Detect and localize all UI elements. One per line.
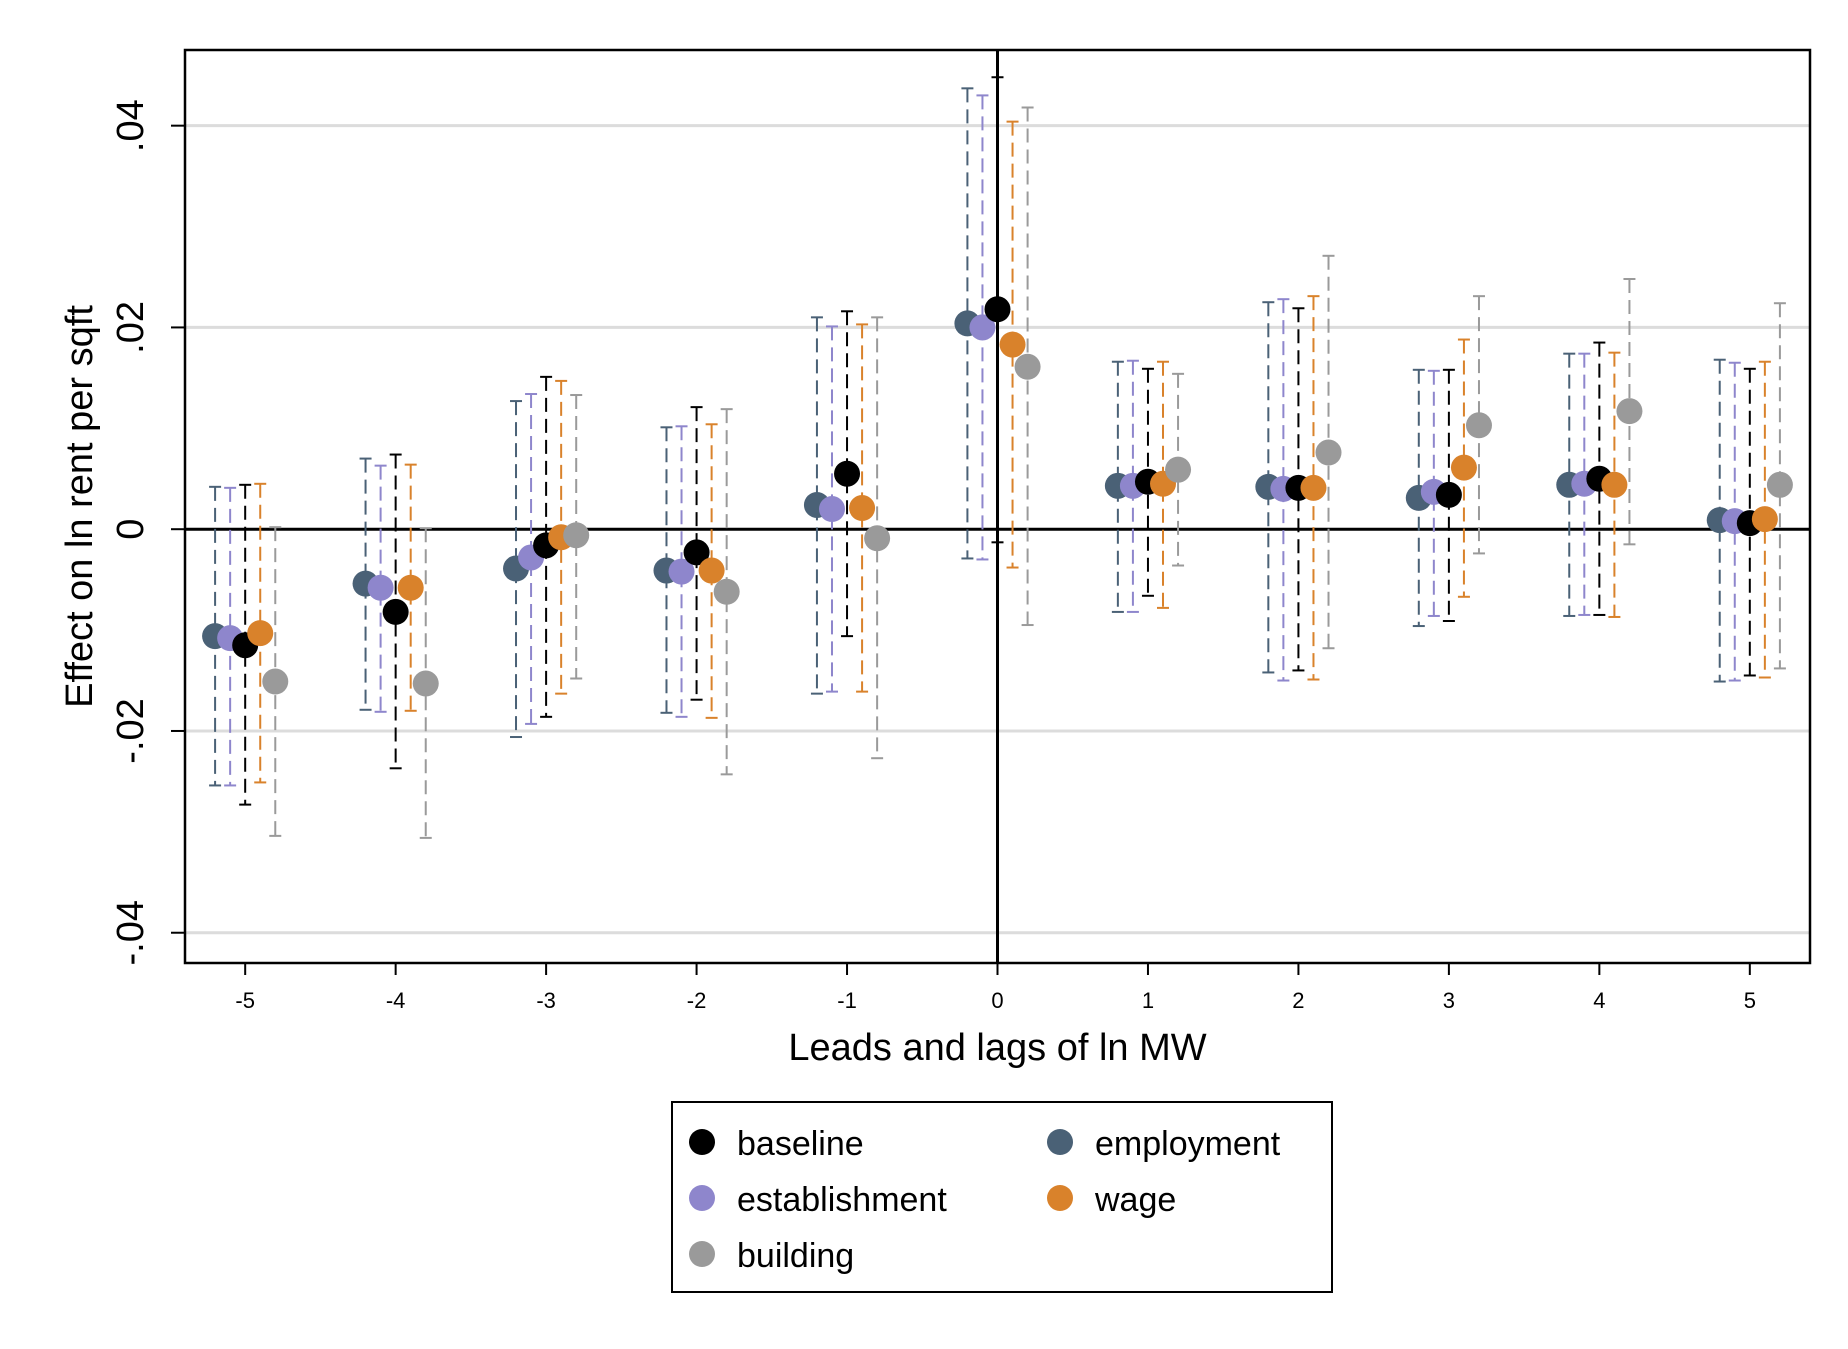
legend-label-baseline: baseline: [737, 1125, 864, 1163]
data-point: [849, 495, 876, 522]
y-tick-label: .04: [110, 99, 152, 152]
data-point: [382, 598, 409, 625]
data-point: [1601, 471, 1628, 498]
data-point: [713, 578, 740, 605]
x-axis-ticks: -5 -4 -3 -2 -1 0 1 2 3 4 5: [235, 963, 1756, 1013]
legend-marker-establishment: [689, 1185, 715, 1211]
x-tick-label: 3: [1443, 988, 1455, 1013]
data-point: [683, 539, 710, 566]
data-point: [1616, 398, 1643, 425]
x-tick-label: 5: [1744, 988, 1756, 1013]
data-point: [1315, 439, 1342, 466]
data-point: [397, 574, 424, 601]
x-tick-label: -4: [386, 988, 406, 1013]
x-tick-label: -2: [687, 988, 707, 1013]
series-layer: [202, 76, 1793, 839]
legend-marker-wage: [1047, 1185, 1073, 1211]
x-tick-label: -3: [536, 988, 556, 1013]
legend-marker-employment: [1047, 1129, 1073, 1155]
data-point: [1165, 456, 1192, 483]
x-tick-label: 4: [1593, 988, 1605, 1013]
series-wage: [247, 120, 1778, 784]
y-axis-ticks: -.04 -.02 0 .02 .04: [110, 99, 185, 965]
legend-label-establishment: establishment: [737, 1181, 947, 1219]
y-tick-label: .02: [110, 301, 152, 354]
x-tick-label: 0: [991, 988, 1003, 1013]
legend-label-building: building: [737, 1237, 854, 1275]
data-point: [412, 670, 439, 697]
data-point: [1435, 481, 1462, 508]
y-tick-label: -.04: [110, 900, 152, 965]
data-point: [698, 557, 725, 584]
legend-marker-baseline: [689, 1129, 715, 1155]
data-point: [247, 620, 274, 647]
y-axis-label: Effect on ln rent per sqft: [59, 305, 101, 708]
x-tick-label: 1: [1142, 988, 1154, 1013]
y-tick-label: 0: [110, 519, 152, 540]
legend-marker-building: [689, 1241, 715, 1267]
data-point: [864, 525, 891, 552]
data-point: [818, 496, 845, 523]
data-point: [367, 574, 394, 601]
legend-label-employment: employment: [1095, 1125, 1281, 1163]
data-point: [834, 460, 861, 487]
data-point: [999, 331, 1026, 358]
series-establishment: [217, 94, 1748, 787]
data-point: [563, 522, 590, 549]
x-tick-label: 2: [1292, 988, 1304, 1013]
data-point: [1300, 474, 1327, 501]
data-point: [984, 296, 1011, 323]
data-point: [1014, 353, 1041, 380]
y-tick-label: -.02: [110, 698, 152, 763]
data-point: [1465, 412, 1492, 439]
data-point: [1766, 471, 1793, 498]
x-tick-label: -5: [235, 988, 255, 1013]
legend: baseline employment establishment wage build…: [671, 1101, 1333, 1293]
series-building: [262, 106, 1793, 839]
data-point: [1751, 506, 1778, 533]
legend-label-wage: wage: [1094, 1181, 1176, 1219]
data-point: [969, 314, 996, 341]
data-point: [262, 668, 289, 695]
x-axis-label: Leads and lags of ln MW: [788, 1027, 1206, 1069]
legend-box: [671, 1101, 1333, 1293]
data-point: [668, 558, 695, 585]
x-tick-label: -1: [837, 988, 857, 1013]
data-point: [1450, 454, 1477, 481]
